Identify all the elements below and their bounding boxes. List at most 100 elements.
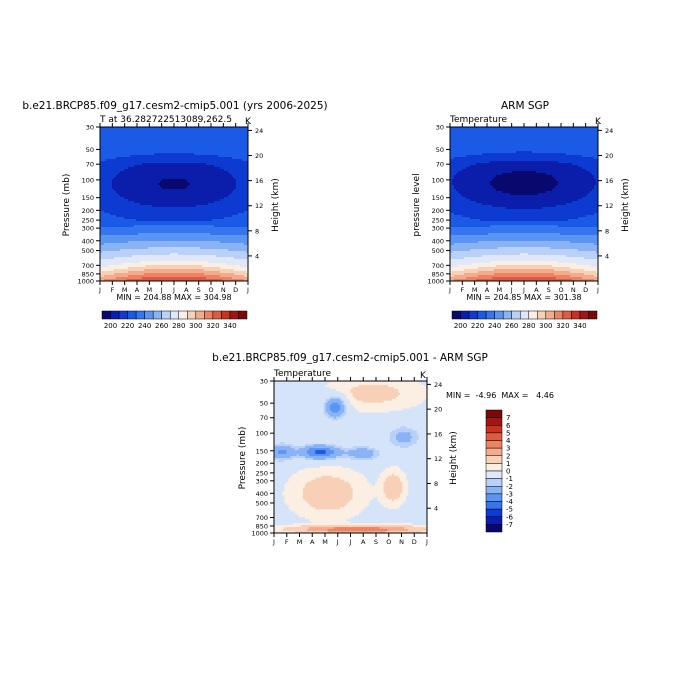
field-cell (246, 141, 249, 144)
field-cell (118, 135, 121, 138)
field-cell (182, 127, 185, 130)
field-cell (194, 133, 197, 136)
field-cell (188, 131, 191, 134)
field-cell (132, 139, 135, 142)
field-cell (194, 131, 197, 134)
field-cell (100, 127, 103, 130)
field-cell (224, 127, 227, 130)
field-cell (126, 145, 129, 148)
field-cell (208, 127, 211, 130)
field-cell (154, 137, 157, 140)
field-cell (194, 137, 197, 140)
field-cell (144, 141, 147, 144)
field-cell (158, 137, 161, 140)
field-cell (130, 139, 133, 142)
field-cell (110, 139, 113, 142)
field-cell (200, 139, 203, 142)
field-cell (122, 129, 125, 132)
field-cell (230, 131, 233, 134)
field-cell (166, 141, 169, 144)
field-cell (128, 131, 131, 134)
field-cell (166, 129, 169, 132)
field-cell (120, 131, 123, 134)
field-cell (100, 135, 103, 138)
field-cell (242, 133, 245, 136)
field-cell (158, 143, 161, 146)
field-cell (132, 137, 135, 140)
field-cell (150, 137, 153, 140)
field-cell (124, 143, 127, 146)
field-cell (246, 129, 249, 132)
field-cell (126, 139, 129, 142)
field-cell (196, 129, 199, 132)
field-cell (118, 133, 121, 136)
field-cell (192, 137, 195, 140)
field-cell (130, 145, 133, 148)
field-cell (170, 135, 173, 138)
field-cell (138, 137, 141, 140)
field-cell (122, 141, 125, 144)
field-cell (180, 139, 183, 142)
field-cell (246, 131, 249, 134)
field-cell (174, 139, 177, 142)
field-cell (200, 135, 203, 138)
field-cell (208, 137, 211, 140)
field-cell (244, 127, 247, 130)
field-cell (136, 139, 139, 142)
field-cell (242, 143, 245, 146)
field-cell (162, 133, 165, 136)
field-cell (114, 129, 117, 132)
field-cell (230, 129, 233, 132)
field-cell (178, 139, 181, 142)
field-cell (242, 139, 245, 142)
field-cell (164, 139, 167, 142)
field-cell (110, 127, 113, 130)
field-cell (154, 141, 157, 144)
field-cell (162, 135, 165, 138)
field-cell (122, 139, 125, 142)
field-cell (158, 135, 161, 138)
field-cell (100, 133, 103, 136)
field-cell (166, 145, 169, 148)
field-cell (198, 127, 201, 130)
field-cell (190, 127, 193, 130)
field-cell (142, 133, 145, 136)
field-cell (232, 141, 235, 144)
field-cell (146, 131, 149, 134)
field-cell (102, 145, 105, 148)
field-cell (186, 127, 189, 130)
field-cell (182, 143, 185, 146)
field-cell (156, 135, 159, 138)
field-cell (176, 127, 179, 130)
field-cell (170, 143, 173, 146)
field-cell (216, 135, 219, 138)
field-cell (174, 127, 177, 130)
field-cell (142, 145, 145, 148)
field-cell (210, 139, 213, 142)
field-cell (156, 139, 159, 142)
field-cell (214, 137, 217, 140)
field-cell (192, 139, 195, 142)
field-cell (126, 143, 129, 146)
field-cell (206, 143, 209, 146)
field-cell (116, 139, 119, 142)
field-cell (188, 139, 191, 142)
field-cell (216, 143, 219, 146)
field-cell (100, 129, 103, 132)
field-cell (152, 127, 155, 130)
field-cell (194, 143, 197, 146)
field-cell (238, 135, 241, 138)
field-cell (110, 137, 113, 140)
field-cell (112, 129, 115, 132)
field-cell (106, 135, 109, 138)
field-cell (188, 137, 191, 140)
field-cell (154, 135, 157, 138)
field-cell (110, 145, 113, 148)
field-cell (140, 127, 143, 130)
field-cell (196, 143, 199, 146)
field-cell (152, 133, 155, 136)
field-cell (208, 143, 211, 146)
field-cell (184, 139, 187, 142)
field-cell (154, 143, 157, 146)
field-cell (116, 143, 119, 146)
